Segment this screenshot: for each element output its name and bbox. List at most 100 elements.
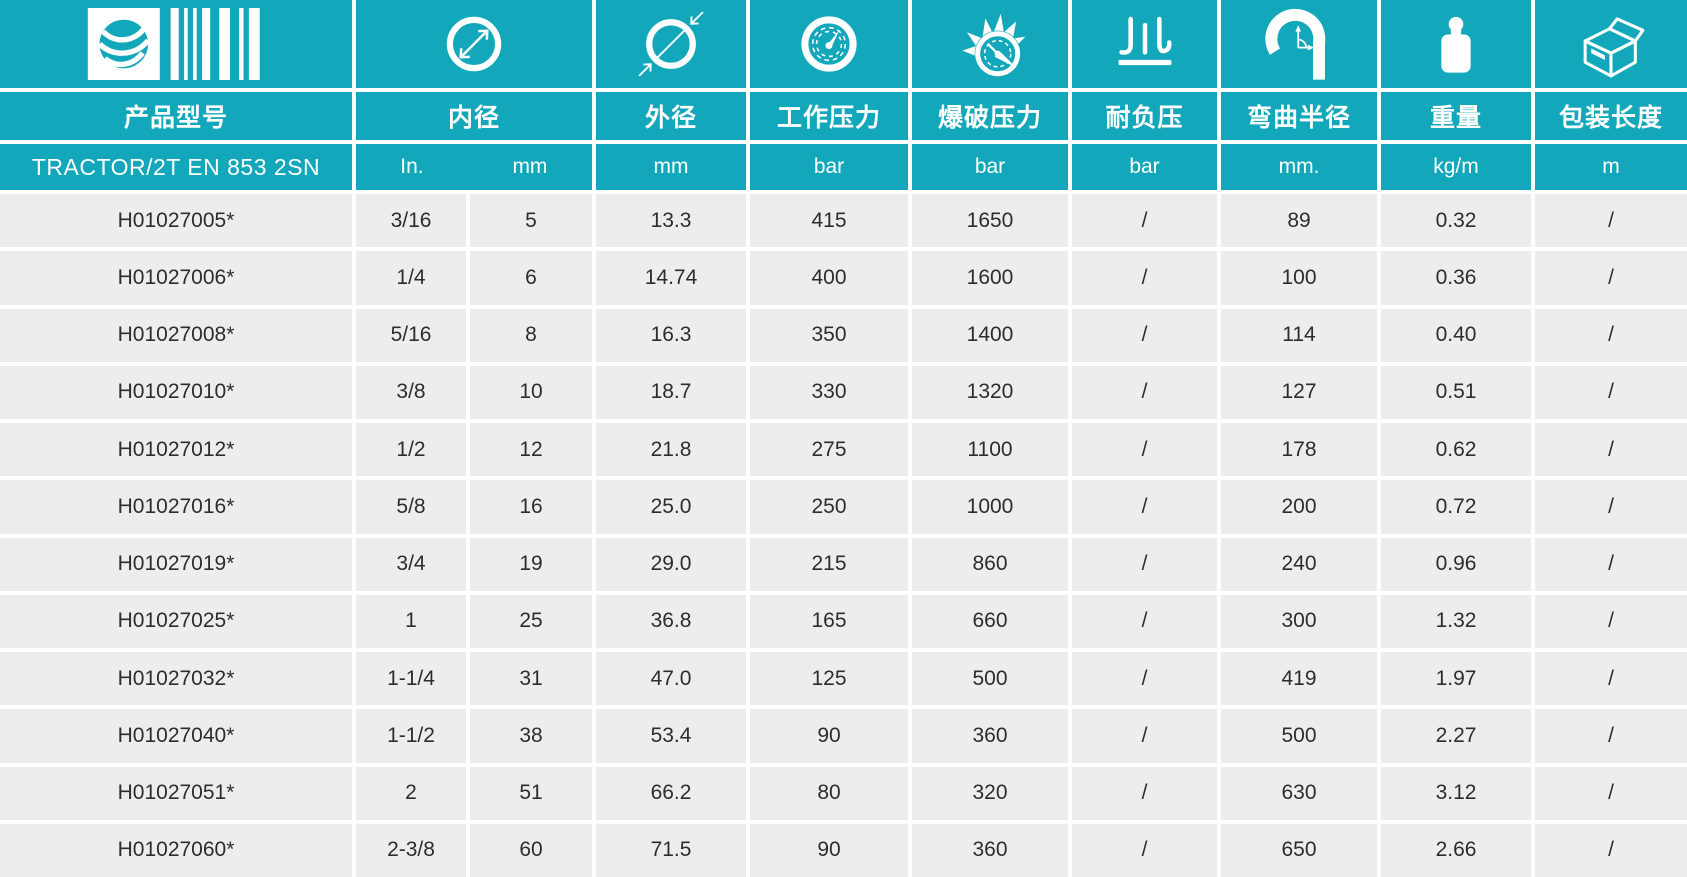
- product-code: H01027019*: [0, 537, 352, 591]
- inner-diameter-mm: 31: [470, 652, 592, 706]
- col-header-weight: 重量: [1381, 92, 1531, 140]
- inner-diameter-in: 1: [356, 594, 466, 648]
- col-header-inner-diameter: 内径: [356, 92, 592, 140]
- vacuum: /: [1072, 194, 1217, 248]
- vacuum: /: [1072, 766, 1217, 820]
- unit-weight: kg/m: [1381, 144, 1531, 190]
- col-header-vacuum: 耐负压: [1072, 92, 1217, 140]
- inner-diameter-in: 2: [356, 766, 466, 820]
- bend-radius: 178: [1221, 423, 1377, 477]
- pack-length: /: [1535, 709, 1687, 763]
- burst-pressure: 660: [912, 594, 1068, 648]
- outer-diameter: 21.8: [596, 423, 746, 477]
- weight: 0.40: [1381, 308, 1531, 362]
- pack-length: /: [1535, 365, 1687, 419]
- outer-diameter-icon: [596, 0, 746, 88]
- inner-diameter-in: 3/4: [356, 537, 466, 591]
- inner-diameter-in: 5/8: [356, 480, 466, 534]
- weight: 0.36: [1381, 251, 1531, 305]
- product-code: H01027032*: [0, 652, 352, 706]
- outer-diameter: 66.2: [596, 766, 746, 820]
- burst-pressure: 1000: [912, 480, 1068, 534]
- inner-diameter-mm: 10: [470, 365, 592, 419]
- inner-diameter-mm: 12: [470, 423, 592, 477]
- inner-diameter-icon: [356, 0, 592, 88]
- pack-length: /: [1535, 823, 1687, 877]
- bend-radius: 419: [1221, 652, 1377, 706]
- working-pressure: 90: [750, 709, 908, 763]
- inner-diameter-units: In. mm: [356, 144, 592, 190]
- vacuum: /: [1072, 423, 1217, 477]
- product-code: H01027005*: [0, 194, 352, 248]
- inner-diameter-in: 1/4: [356, 251, 466, 305]
- weight: 0.32: [1381, 194, 1531, 248]
- bend-radius: 89: [1221, 194, 1377, 248]
- outer-diameter: 71.5: [596, 823, 746, 877]
- col-header-burst-pressure: 爆破压力: [912, 92, 1068, 140]
- vacuum: /: [1072, 251, 1217, 305]
- vacuum: /: [1072, 823, 1217, 877]
- pack-length: /: [1535, 194, 1687, 248]
- working-pressure: 415: [750, 194, 908, 248]
- bend-radius: 127: [1221, 365, 1377, 419]
- inner-diameter-in: 2-3/8: [356, 823, 466, 877]
- vacuum: /: [1072, 594, 1217, 648]
- inner-diameter-mm: 16: [470, 480, 592, 534]
- package-length-icon: [1535, 0, 1687, 88]
- working-pressure: 125: [750, 652, 908, 706]
- inner-diameter-in: 3/8: [356, 365, 466, 419]
- pack-length: /: [1535, 308, 1687, 362]
- product-code: H01027012*: [0, 423, 352, 477]
- inner-diameter-mm: 38: [470, 709, 592, 763]
- vacuum: /: [1072, 652, 1217, 706]
- bend-radius: 650: [1221, 823, 1377, 877]
- pack-length: /: [1535, 423, 1687, 477]
- working-pressure: 330: [750, 365, 908, 419]
- product-code: H01027008*: [0, 308, 352, 362]
- bend-radius: 100: [1221, 251, 1377, 305]
- working-pressure: 215: [750, 537, 908, 591]
- bend-radius: 114: [1221, 308, 1377, 362]
- outer-diameter: 14.74: [596, 251, 746, 305]
- weight: 0.96: [1381, 537, 1531, 591]
- series-name: TRACTOR/2T EN 853 2SN: [0, 144, 352, 190]
- col-header-pack-length: 包装长度: [1535, 92, 1687, 140]
- pack-length: /: [1535, 537, 1687, 591]
- unit-burst-pressure: bar: [912, 144, 1068, 190]
- inner-diameter-in: 1-1/4: [356, 652, 466, 706]
- unit-vacuum: bar: [1072, 144, 1217, 190]
- col-header-model: 产品型号: [0, 92, 352, 140]
- inner-diameter-mm: 19: [470, 537, 592, 591]
- pack-length: /: [1535, 480, 1687, 534]
- bend-radius-icon: [1221, 0, 1377, 88]
- product-code: H01027010*: [0, 365, 352, 419]
- product-code: H01027051*: [0, 766, 352, 820]
- working-pressure: 350: [750, 308, 908, 362]
- unit-pack-length: m: [1535, 144, 1687, 190]
- inner-diameter-in: 1-1/2: [356, 709, 466, 763]
- burst-pressure: 360: [912, 823, 1068, 877]
- inner-diameter-in: 3/16: [356, 194, 466, 248]
- outer-diameter: 47.0: [596, 652, 746, 706]
- working-pressure: 165: [750, 594, 908, 648]
- weight: 0.62: [1381, 423, 1531, 477]
- product-code: H01027025*: [0, 594, 352, 648]
- vacuum: /: [1072, 709, 1217, 763]
- burst-pressure: 360: [912, 709, 1068, 763]
- inner-diameter-in: 1/2: [356, 423, 466, 477]
- product-code: H01027016*: [0, 480, 352, 534]
- vacuum-resistance-icon: [1072, 0, 1217, 88]
- pack-length: /: [1535, 766, 1687, 820]
- weight: 2.66: [1381, 823, 1531, 877]
- weight: 1.32: [1381, 594, 1531, 648]
- vacuum: /: [1072, 537, 1217, 591]
- working-pressure: 80: [750, 766, 908, 820]
- inner-diameter-mm: 25: [470, 594, 592, 648]
- vacuum: /: [1072, 480, 1217, 534]
- col-header-working-pressure: 工作压力: [750, 92, 908, 140]
- outer-diameter: 36.8: [596, 594, 746, 648]
- pack-length: /: [1535, 594, 1687, 648]
- product-code: H01027060*: [0, 823, 352, 877]
